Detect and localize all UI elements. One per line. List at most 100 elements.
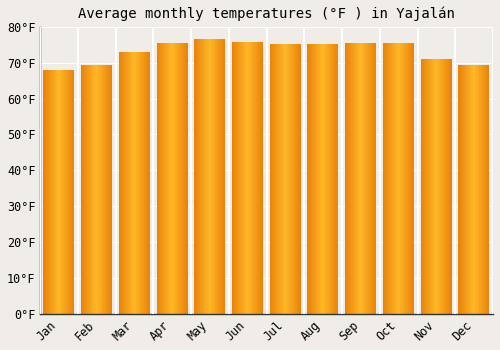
Bar [52,70,54,314]
Bar [165,43,166,314]
Bar [427,59,428,314]
Bar [360,43,362,314]
Bar [157,43,158,314]
Bar [324,44,325,314]
Bar [72,70,73,314]
Bar [451,59,452,314]
Bar [351,43,352,314]
Bar [131,52,132,314]
Bar [478,65,479,314]
Bar [134,52,135,314]
Bar [183,43,184,314]
Bar [334,44,336,314]
Bar [136,52,137,314]
Bar [169,43,170,314]
Title: Average monthly temperatures (°F ) in Yajalán: Average monthly temperatures (°F ) in Ya… [78,7,455,21]
Bar [161,43,162,314]
Bar [170,43,171,314]
Bar [92,65,93,314]
Bar [238,42,239,314]
Bar [257,42,258,314]
Bar [212,39,213,314]
Bar [430,59,431,314]
Bar [46,70,47,314]
Bar [185,43,186,314]
Bar [471,65,472,314]
Bar [464,65,465,314]
Bar [163,43,164,314]
Bar [271,44,272,314]
Bar [270,44,271,314]
Bar [367,43,368,314]
Bar [83,65,84,314]
Bar [412,43,414,314]
Bar [402,43,403,314]
Bar [100,65,101,314]
Bar [64,70,65,314]
Bar [222,39,223,314]
Bar [206,39,208,314]
Bar [126,52,127,314]
Bar [260,42,261,314]
Bar [145,52,146,314]
Bar [312,44,313,314]
Bar [345,43,346,314]
Bar [73,70,74,314]
Bar [138,52,140,314]
Bar [211,39,212,314]
Bar [274,44,276,314]
Bar [287,44,288,314]
Bar [91,65,92,314]
Bar [106,65,107,314]
Bar [247,42,248,314]
Bar [132,52,133,314]
Bar [54,70,55,314]
Bar [468,65,469,314]
Bar [366,43,367,314]
Bar [434,59,435,314]
Bar [272,44,273,314]
Bar [197,39,198,314]
Bar [314,44,315,314]
Bar [45,70,46,314]
Bar [48,70,49,314]
Bar [357,43,358,314]
Bar [433,59,434,314]
Bar [347,43,348,314]
Bar [239,42,240,314]
Bar [243,42,244,314]
Bar [385,43,386,314]
Bar [391,43,392,314]
Bar [256,42,257,314]
Bar [140,52,141,314]
Bar [398,43,399,314]
Bar [130,52,131,314]
Bar [232,42,234,314]
Bar [248,42,250,314]
Bar [224,39,225,314]
Bar [279,44,280,314]
Bar [172,43,174,314]
Bar [426,59,427,314]
Bar [484,65,485,314]
Bar [308,44,310,314]
Bar [299,44,300,314]
Bar [467,65,468,314]
Bar [214,39,216,314]
Bar [446,59,448,314]
Bar [205,39,206,314]
Bar [273,44,274,314]
Bar [99,65,100,314]
Bar [44,70,45,314]
Bar [280,44,281,314]
Bar [320,44,321,314]
Bar [174,43,175,314]
Bar [488,65,490,314]
Bar [111,65,112,314]
Bar [396,43,397,314]
Bar [449,59,450,314]
Bar [479,65,480,314]
Bar [458,65,459,314]
Bar [284,44,285,314]
Bar [122,52,123,314]
